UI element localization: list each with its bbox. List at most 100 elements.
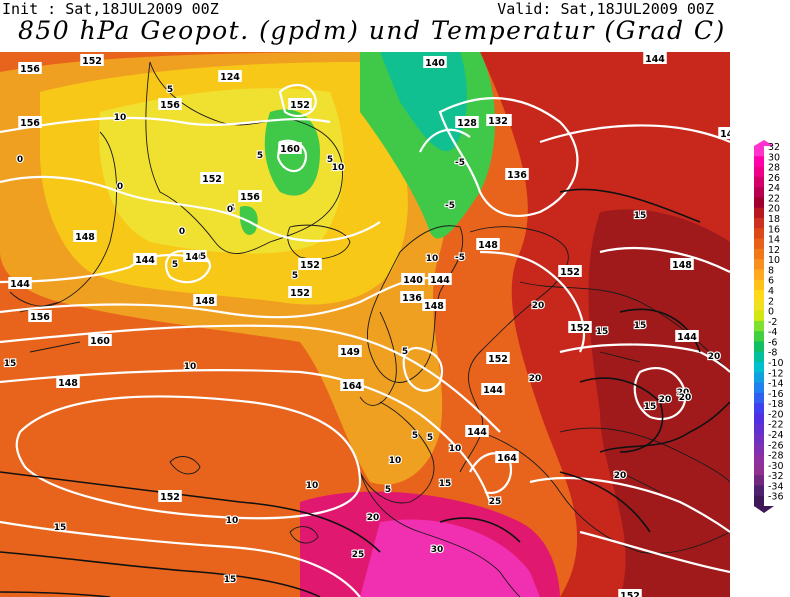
svg-text:148: 148 xyxy=(195,296,215,307)
colorbar-tick-label: 12 xyxy=(768,245,780,256)
colorbar-swatch xyxy=(754,248,764,260)
svg-text:148: 148 xyxy=(672,260,692,271)
colorbar-tick-label: 14 xyxy=(768,235,780,246)
svg-text:156: 156 xyxy=(240,192,260,203)
geopotential-label-layer: 156 152 124 140 144 156 152 156 128 132 160 136 156 1… xyxy=(8,52,730,597)
temperature-contour-label: 25 xyxy=(489,497,502,507)
temperature-contour-label: 30 xyxy=(431,545,444,555)
weather-map: 156 152 124 140 144 156 152 156 128 132 160 136 156 1… xyxy=(0,52,730,597)
temperature-contour-label: 10 xyxy=(426,254,439,264)
colorbar-tick-label: 2 xyxy=(768,296,774,307)
colorbar-swatch xyxy=(754,392,764,404)
svg-text:144: 144 xyxy=(430,275,450,286)
temperature-contour-label: 0 xyxy=(179,227,185,237)
temperature-contour-label: 10 xyxy=(389,456,402,466)
temperature-contour-label: 5 xyxy=(200,252,206,262)
svg-text:152: 152 xyxy=(202,174,222,185)
svg-text:152: 152 xyxy=(290,100,310,111)
svg-text:128: 128 xyxy=(457,118,477,129)
geopotential-contour-label: 128 xyxy=(455,116,479,129)
temperature-contour-label: 20 xyxy=(529,374,542,384)
init-time-label: Init : Sat,18JUL2009 00Z xyxy=(2,0,219,18)
geopotential-contour-label: 152 xyxy=(80,54,104,67)
temperature-contour-label: 15 xyxy=(4,359,17,369)
geopotential-contour-label: 148 xyxy=(718,127,730,140)
colorbar-tick-label: 16 xyxy=(768,224,780,235)
colorbar-tick-label: -20 xyxy=(768,409,784,420)
colorbar-swatch xyxy=(754,176,764,188)
temperature-contour-label: 20 xyxy=(614,471,627,481)
svg-text:140: 140 xyxy=(425,58,445,69)
colorbar-tick-label: 32 xyxy=(768,142,780,153)
colorbar-tick-label: -8 xyxy=(768,348,777,359)
colorbar-tick-label: 10 xyxy=(768,255,780,266)
colorbar-tick-label: -18 xyxy=(768,399,784,410)
svg-text:148: 148 xyxy=(720,129,730,140)
geopotential-contour-label: 152 xyxy=(568,321,592,334)
colorbar-tick-label: 24 xyxy=(768,183,780,194)
svg-text:144: 144 xyxy=(677,332,697,343)
geopotential-contour-label: 140 xyxy=(423,56,447,69)
svg-text:144: 144 xyxy=(645,54,665,65)
temperature-contour-label: 10 xyxy=(184,362,197,372)
svg-text:160: 160 xyxy=(90,336,110,347)
geopotential-contour-label: 152 xyxy=(200,172,224,185)
temperature-contour-label: 15 xyxy=(634,211,647,221)
colorbar-swatch xyxy=(754,320,764,332)
svg-text:149: 149 xyxy=(340,347,360,358)
colorbar-swatch xyxy=(754,382,764,394)
geopotential-contour-label: 152 xyxy=(288,98,312,111)
colorbar-tick-label: 28 xyxy=(768,163,780,174)
geopotential-contour-label: 144 xyxy=(675,330,699,343)
colorbar-tick-label: -30 xyxy=(768,461,784,472)
temperature-contour-label: 15 xyxy=(224,575,237,585)
colorbar-swatch xyxy=(754,341,764,353)
geopotential-contour-label: 156 xyxy=(28,310,52,323)
svg-text:160: 160 xyxy=(280,144,300,155)
colorbar-tick-label: -6 xyxy=(768,337,777,348)
svg-text:156: 156 xyxy=(20,118,40,129)
temperature-contour-label: 15 xyxy=(596,327,609,337)
colorbar-swatch xyxy=(754,372,764,383)
temperature-contour-label: 20 xyxy=(679,393,692,403)
colorbar-swatch xyxy=(754,434,764,445)
colorbar-tick-label: -4 xyxy=(768,327,777,338)
temperature-contour-label: 0 xyxy=(17,155,23,165)
colorbar-tick-label: 22 xyxy=(768,193,780,204)
colorbar-swatch xyxy=(754,207,764,219)
temperature-contour-label: 20 xyxy=(367,513,380,523)
geopotential-contour-label: 160 xyxy=(88,334,112,347)
svg-text:132: 132 xyxy=(488,116,508,127)
temperature-contour-label: 5 xyxy=(229,204,235,214)
colorbar-swatch xyxy=(754,218,764,229)
colorbar-swatch xyxy=(754,279,764,291)
geopotential-contour-label: 149 xyxy=(338,345,362,358)
colorbar-tick-label: 30 xyxy=(768,152,780,163)
temperature-contour-label: 5 xyxy=(385,485,391,495)
geopotential-contour-label: 136 xyxy=(505,168,529,181)
colorbar-bottom-arrow xyxy=(754,506,774,513)
colorbar-swatch xyxy=(754,351,764,363)
svg-text:164: 164 xyxy=(342,381,362,392)
geopotential-contour-label: 148 xyxy=(73,230,97,243)
geopotential-contour-label: 144 xyxy=(8,277,32,290)
temperature-field-hot-east xyxy=(588,209,730,597)
svg-text:152: 152 xyxy=(160,492,180,503)
svg-text:148: 148 xyxy=(58,378,78,389)
svg-text:140: 140 xyxy=(403,275,423,286)
svg-text:144: 144 xyxy=(467,427,487,438)
colorbar-tick-label: -2 xyxy=(768,317,777,328)
geopotential-contour-label: 144 xyxy=(465,425,489,438)
geopotential-contour-label: 160 xyxy=(278,142,302,155)
temperature-contour-label: 20 xyxy=(708,352,721,362)
geopotential-contour-label: 156 xyxy=(238,190,262,203)
colorbar-tick-label: 4 xyxy=(768,286,774,297)
colorbar-tick-label: 20 xyxy=(768,204,780,215)
svg-text:124: 124 xyxy=(220,72,240,83)
svg-text:156: 156 xyxy=(20,64,40,75)
geopotential-contour-label: 152 xyxy=(298,258,322,271)
temperature-contours xyxy=(0,188,730,597)
geopotential-contour-label: 152 xyxy=(558,265,582,278)
temperature-contour-label: 15 xyxy=(439,479,452,489)
temperature-contour-label: 10 xyxy=(306,481,319,491)
